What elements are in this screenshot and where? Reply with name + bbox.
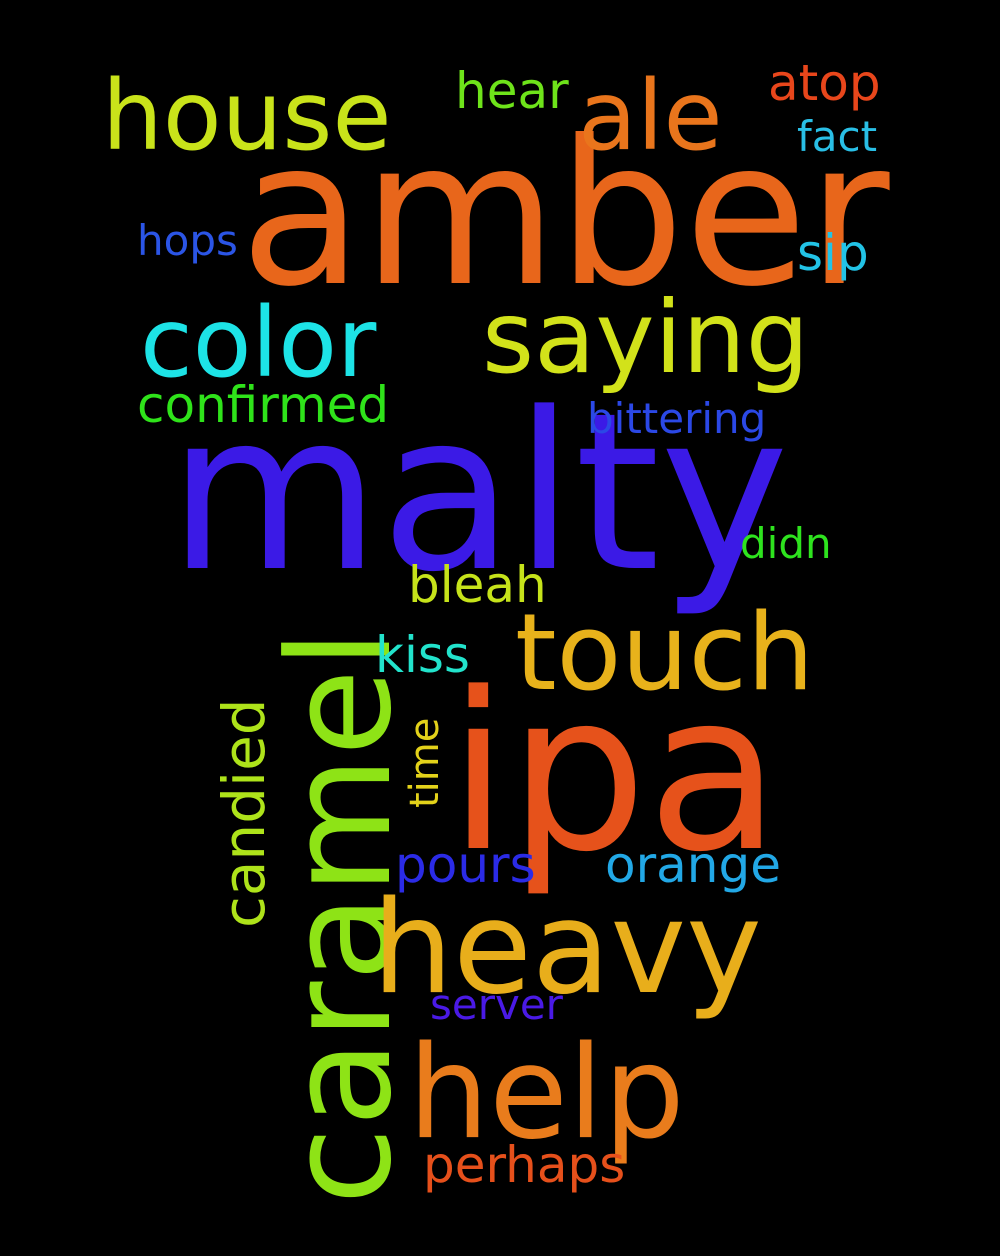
word-color: color <box>140 287 377 399</box>
word-confirmed: confirmed <box>137 376 390 434</box>
word-amber: amber <box>240 98 890 331</box>
word-orange: orange <box>605 836 781 894</box>
word-candied: candied <box>210 698 278 928</box>
word-hear: hear <box>455 62 569 120</box>
word-kiss: kiss <box>375 626 470 684</box>
word-touch: touch <box>515 591 815 714</box>
word-house: house <box>102 60 392 172</box>
word-saying: saying <box>482 279 810 396</box>
word-help: help <box>408 1019 685 1168</box>
word-malty: malty <box>168 367 790 620</box>
word-pours: pours <box>395 836 536 894</box>
word-bittering: bittering <box>587 394 767 443</box>
word-bleah: bleah <box>408 556 547 614</box>
word-ale: ale <box>578 60 723 172</box>
word-fact: fact <box>797 112 878 161</box>
word-hops: hops <box>137 216 238 265</box>
word-didn: didn <box>740 519 832 568</box>
word-time: time <box>402 717 448 808</box>
word-ipa: ipa <box>448 647 781 900</box>
word-sip: sip <box>797 224 869 282</box>
word-atop: atop <box>768 54 881 112</box>
word-heavy: heavy <box>372 874 762 1023</box>
word-perhaps: perhaps <box>423 1136 626 1194</box>
word-server: server <box>430 980 563 1029</box>
